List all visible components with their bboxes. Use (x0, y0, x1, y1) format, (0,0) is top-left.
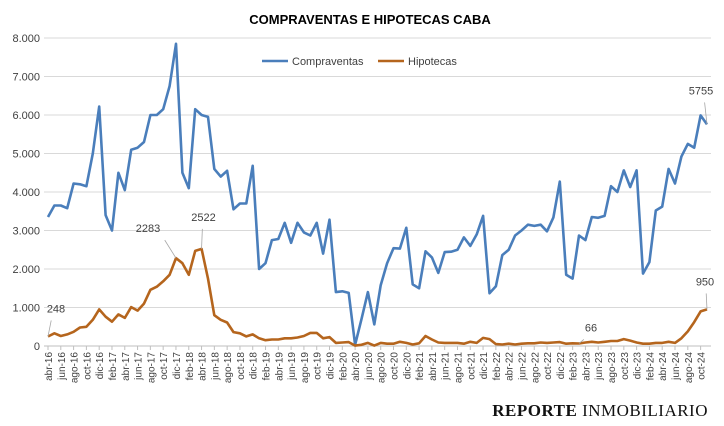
data-label: 5755 (689, 85, 713, 97)
x-tick-label: oct-19 (313, 352, 324, 380)
x-tick-label: jun-17 (134, 352, 145, 381)
data-label-leader (47, 320, 52, 337)
x-tick-label: ago-22 (530, 352, 541, 384)
y-tick-label: 0 (34, 341, 40, 353)
legend-label-hipotecas: Hipotecas (408, 56, 457, 68)
x-tick-label: jun-19 (287, 352, 298, 381)
x-tick-label: feb-17 (108, 352, 119, 381)
x-tick-label: ago-20 (377, 352, 388, 384)
x-tick-label: feb-21 (415, 352, 426, 381)
chart-title: COMPRAVENTAS E HIPOTECAS CABA (249, 12, 491, 27)
x-tick-label: jun-16 (57, 352, 68, 381)
x-tick-label: oct-23 (620, 352, 631, 380)
x-tick-label: feb-22 (492, 352, 503, 381)
x-tick-label: ago-19 (300, 352, 311, 384)
brand-part2: INMOBILIARIO (582, 401, 708, 420)
x-tick-label: jun-21 (441, 352, 452, 381)
data-label: 66 (585, 322, 597, 334)
x-tick-label: jun-22 (517, 352, 528, 381)
x-tick-label: abr-24 (658, 352, 669, 381)
x-tick-label: abr-21 (428, 352, 439, 381)
y-tick-label: 8.000 (12, 33, 40, 45)
x-tick-label: oct-24 (697, 352, 708, 380)
x-tick-label: dic-17 (172, 352, 183, 380)
data-label-leader (201, 228, 203, 249)
data-label: 2522 (191, 212, 215, 224)
x-tick-label: abr-20 (351, 352, 362, 381)
x-tick-label: dic-20 (402, 352, 413, 380)
x-tick-label: ago-16 (70, 352, 81, 384)
data-label: 248 (47, 303, 65, 315)
brand-part1: REPORTE (492, 401, 578, 420)
legend-label-compraventas: Compraventas (292, 56, 364, 68)
y-tick-label: 3.000 (12, 226, 40, 238)
x-tick-label: oct-17 (159, 352, 170, 380)
x-tick-label: dic-23 (633, 352, 644, 380)
x-tick-label: dic-18 (249, 352, 260, 380)
y-tick-label: 7.000 (12, 72, 40, 84)
x-tick-label: jun-23 (594, 352, 605, 381)
x-tick-label: feb-24 (645, 352, 656, 381)
x-tick-label: abr-23 (581, 352, 592, 381)
data-label-leader (704, 102, 708, 125)
x-tick-label: dic-16 (95, 352, 106, 380)
x-tick-label: ago-18 (223, 352, 234, 384)
x-tick-label: ago-17 (146, 352, 157, 384)
x-tick-label: feb-20 (338, 352, 349, 381)
data-label: 2283 (136, 223, 160, 235)
x-tick-label: dic-21 (479, 352, 490, 380)
x-tick-label: oct-16 (82, 352, 93, 380)
x-tick-label: feb-23 (569, 352, 580, 381)
x-tick-label: abr-16 (44, 352, 55, 381)
series-line-compraventas (46, 42, 709, 347)
data-label: 950 (696, 276, 714, 288)
x-tick-label: dic-22 (556, 352, 567, 380)
x-tick-label: ago-21 (453, 352, 464, 384)
x-tick-label: jun-18 (210, 352, 221, 381)
y-tick-label: 5.000 (12, 149, 40, 161)
x-tick-label: oct-21 (466, 352, 477, 380)
x-tick-label: feb-18 (185, 352, 196, 381)
x-tick-label: oct-18 (236, 352, 247, 380)
x-tick-label: ago-24 (684, 352, 695, 384)
y-tick-label: 4.000 (12, 187, 40, 199)
x-tick-label: oct-20 (389, 352, 400, 380)
x-tick-label: abr-22 (505, 352, 516, 381)
x-tick-label: abr-17 (121, 352, 132, 381)
x-tick-label: jun-20 (364, 352, 375, 381)
x-tick-label: oct-22 (543, 352, 554, 380)
brand-logo: REPORTE INMOBILIARIO (492, 402, 708, 420)
data-label-leader (578, 339, 585, 344)
x-tick-label: abr-18 (198, 352, 209, 381)
x-tick-label: feb-19 (262, 352, 273, 381)
data-label-leader (705, 293, 708, 310)
y-tick-label: 1.000 (12, 303, 40, 315)
y-tick-label: 2.000 (12, 264, 40, 276)
y-tick-label: 6.000 (12, 110, 40, 122)
x-tick-label: jun-24 (671, 352, 682, 381)
x-tick-label: abr-19 (274, 352, 285, 381)
series-line-hipotecas (47, 247, 708, 347)
data-label-leader (164, 239, 177, 259)
x-tick-label: dic-19 (326, 352, 337, 380)
x-tick-label: ago-23 (607, 352, 618, 384)
